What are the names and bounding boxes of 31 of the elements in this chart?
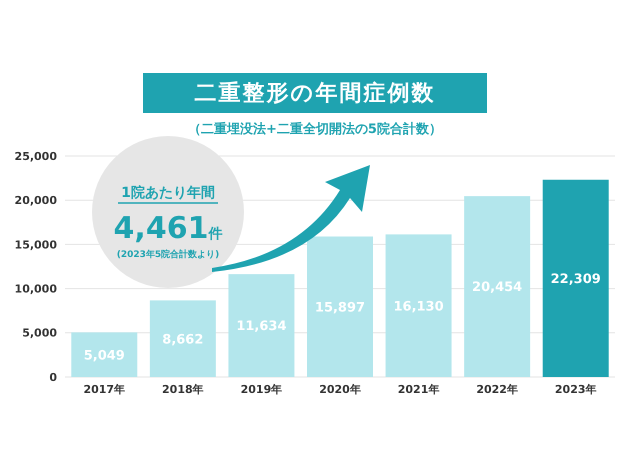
x-tick-label: 2020年 — [319, 382, 361, 396]
bar — [150, 300, 216, 377]
x-tick-label: 2022年 — [476, 382, 518, 396]
x-tick-label: 2019年 — [240, 382, 282, 396]
data-label: 15,897 — [314, 300, 366, 316]
annotation: 4,461件 — [114, 211, 222, 246]
data-label: 22,309 — [550, 272, 601, 288]
data-label: 8,662 — [162, 332, 204, 348]
bar — [464, 196, 530, 377]
x-tick-label: 2023年 — [554, 382, 597, 396]
y-tick-label: 10,000 — [14, 282, 58, 296]
y-tick-label: 5,000 — [22, 326, 58, 340]
data-label: 20,454 — [472, 280, 522, 296]
data-label: 11,634 — [236, 319, 287, 334]
x-tick-label: 2018年 — [162, 382, 204, 396]
x-tick-label: 2017年 — [83, 382, 126, 396]
bar — [542, 180, 609, 377]
bar — [71, 332, 138, 377]
annotation: (2023年5院合計数より) — [116, 249, 220, 260]
chart-subtitle: （二重埋没法+二重全切開法の5院合計数） — [187, 120, 443, 138]
x-tick-label: 2021年 — [398, 382, 440, 396]
chart-title: 二重整形の年間症例数 — [143, 73, 487, 113]
y-tick-label: 0 — [49, 370, 58, 384]
y-tick-label: 25,000 — [14, 150, 58, 163]
data-label: 5,049 — [84, 348, 125, 364]
annotation: 1院あたり年間 — [121, 184, 215, 201]
y-tick-label: 15,000 — [14, 238, 58, 252]
bar — [228, 274, 294, 377]
data-label: 16,130 — [393, 299, 444, 314]
bar — [386, 234, 452, 377]
y-tick-label: 20,000 — [14, 194, 58, 208]
